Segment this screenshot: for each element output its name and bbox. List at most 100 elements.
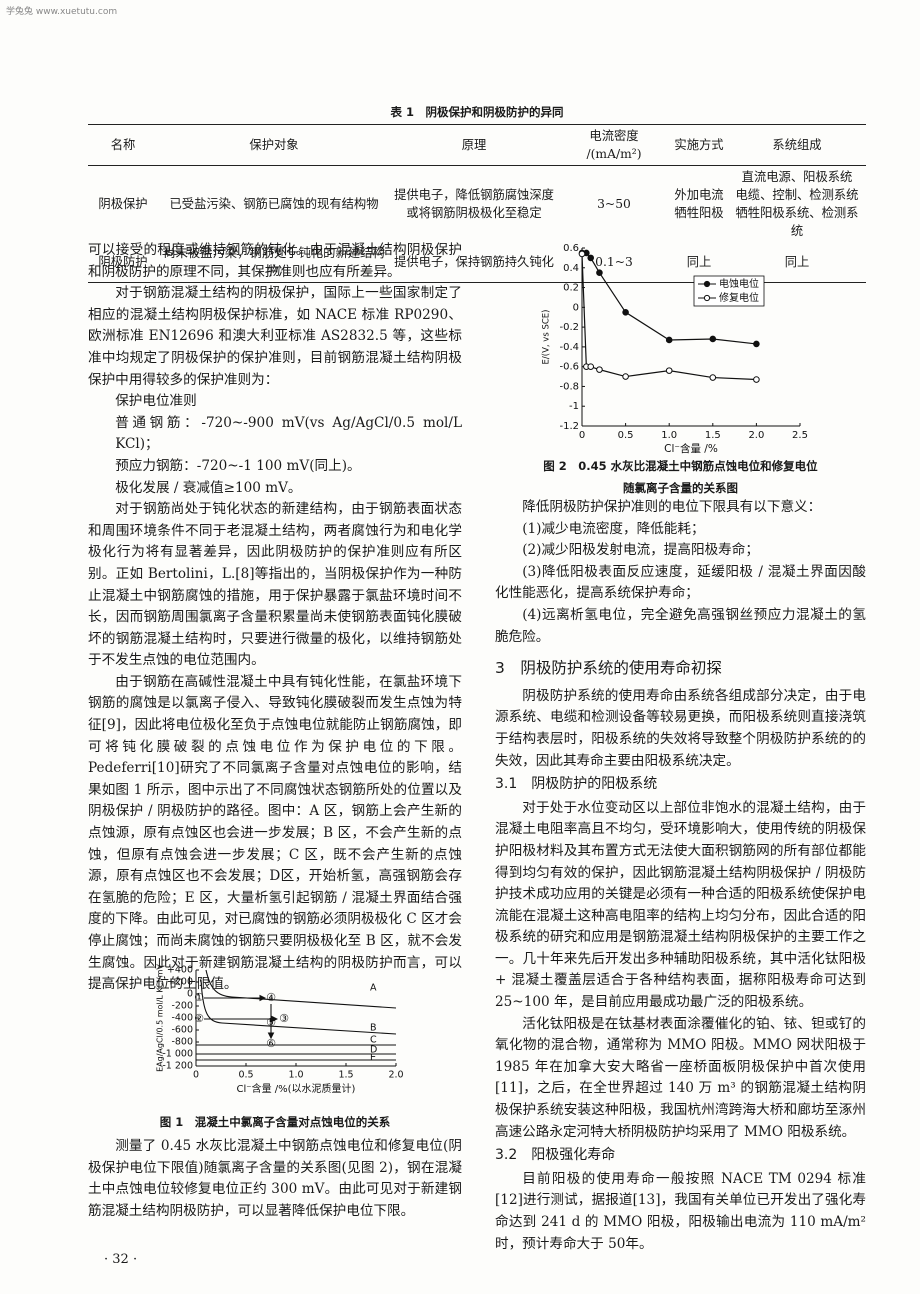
watermark: 学兔兔 www.xuetutu.com xyxy=(6,7,118,17)
table-cell: 同上 xyxy=(670,242,728,283)
y-axis-label: EAg/AgCl/0.5 mol/L KCl/mV xyxy=(156,964,165,1072)
cell-line: 3~50 xyxy=(597,197,631,211)
table-cell: 已受盐污染、钢筋已腐蚀的现有结构物 xyxy=(158,166,390,243)
region-label: B xyxy=(370,1023,377,1034)
region-label: A xyxy=(370,983,377,994)
y-tick-label: -0.8 xyxy=(559,381,579,392)
left-column: 可以接受的程度或维持钢筋的钝化。由于混凝土结构阴极保护和阴极防护的原理不同，其保… xyxy=(88,240,462,996)
cell-line: 阴极保护 xyxy=(98,197,148,211)
data-point xyxy=(578,250,586,258)
data-point xyxy=(665,336,673,344)
paragraph: 对于处于水位变动区以上部位非饱水的混凝土结构，由于混凝土电阻率高且不均匀，受环境… xyxy=(495,799,866,1011)
y-tick-label: -1.2 xyxy=(559,421,579,432)
data-point xyxy=(596,366,603,373)
cell-line: 同上 xyxy=(784,255,810,269)
cell-line: 外加电流 xyxy=(674,188,724,202)
y-tick-label: -0.6 xyxy=(559,362,579,373)
figure-caption: 图 2 0.45 水灰比混凝土中钢筋点蚀电位和修复电位 xyxy=(543,459,818,473)
x-axis-label: Cl⁻含量 /%(以水泥质量计) xyxy=(237,1082,356,1095)
legend-marker xyxy=(703,294,711,302)
x-tick-label: 0.5 xyxy=(618,430,634,441)
table-row: 阴极保护 已受盐污染、钢筋已腐蚀的现有结构物 提供电子，降低钢筋腐蚀深度 或将钢筋阴极… xyxy=(88,166,866,243)
data-point xyxy=(622,373,629,380)
x-axis-label: Cl⁻含量 /% xyxy=(664,442,718,455)
data-point xyxy=(709,374,717,381)
right-column: 降低阴极防护保护准则的电位下限具有以下意义： (1)减少电流密度，降低能耗； (… xyxy=(495,497,866,1255)
cell-line: 阴极防护 xyxy=(98,255,148,269)
path-marker: ⑤ xyxy=(266,1016,276,1029)
path-marker: ④ xyxy=(266,991,276,1004)
table-cell: 阴极保护 xyxy=(88,166,158,243)
table: 名称 保护对象 原理 电流密度 /(mA/m²) 实施方式 系统组成 阴极保护 已受盐污染、… xyxy=(88,124,866,283)
left-column-bottom: 测量了 0.45 水灰比混凝土中钢筋点蚀电位和修复电位(阴极保护电位下限值)随氯… xyxy=(88,1136,462,1222)
cell-line: 同上 xyxy=(686,255,712,269)
table-cell: 提供电子，降低钢筋腐蚀深度 或将钢筋阴极极化至稳定 xyxy=(390,166,558,243)
data-point xyxy=(587,363,595,370)
path-marker: ② xyxy=(194,1012,204,1025)
list-item: (2)减少阳极发射电流，提高阳极寿命； xyxy=(522,542,759,559)
paragraph: 测量了 0.45 水灰比混凝土中钢筋点蚀电位和修复电位(阴极保护电位下限值)随氯… xyxy=(88,1138,462,1219)
cell-line: 已受盐污染、钢筋已腐蚀的现有结构物 xyxy=(169,197,379,211)
figure-caption: 随氯离子含量的关系图 xyxy=(623,481,738,495)
paragraph: 目前阳极的使用寿命一般按照 NACE TM 0294 标准[12]进行测试，据报… xyxy=(495,1170,866,1252)
paragraph: 可以接受的程度或维持钢筋的钝化。由于混凝土结构阴极保护和阴极防护的原理不同，其保… xyxy=(88,242,462,280)
cell-line: 0.1~3 xyxy=(595,255,633,269)
paragraph: 对于钢筋尚处于钝化状态的新建结构，由于钢筋表面状态和周围环境条件不同于老混凝土结… xyxy=(88,501,462,669)
legend-label: 修复电位 xyxy=(719,291,759,304)
data-point xyxy=(709,335,717,343)
cell-line: 提供电子，保持钢筋持久钝化 xyxy=(394,255,554,269)
table-header-cell: 名称 xyxy=(110,138,136,152)
x-tick-label: 0 xyxy=(579,430,585,441)
y-tick-label: -1 000 xyxy=(162,1049,193,1060)
paragraph: 阴极防护系统的使用寿命由系统各组成部分决定，由于电源系统、电缆和检测设备等较易更… xyxy=(495,687,866,769)
y-tick-label: +400 xyxy=(167,965,193,976)
table-cell: 阴极防护 xyxy=(88,242,158,283)
path-marker: ⑥ xyxy=(266,1037,276,1050)
cell-line: 或将钢筋阴极极化至稳定 xyxy=(406,206,542,220)
y-tick-label: -1 xyxy=(569,401,579,412)
x-tick-label: 0 xyxy=(193,1070,199,1081)
criterion: 保护电位准则 xyxy=(115,393,197,410)
data-point xyxy=(665,367,673,374)
table-row: 阴极防护 尚未被盐污染，钢筋处于钝化的新建结构物 提供电子，保持钢筋持久钝化 0.1~… xyxy=(88,242,866,283)
paragraph: 由于钢筋在高碱性混凝土中具有钝化性能，在氯盐环境下钢筋的腐蚀是以氯离子侵入、导致… xyxy=(88,673,462,993)
table-title: 表 1 阴极保护和阴极防护的异同 xyxy=(390,105,564,119)
cell-line: 提供电子，降低钢筋腐蚀深度 xyxy=(394,188,554,202)
subsection-heading: 3.2 阳极强化寿命 xyxy=(495,1147,616,1164)
region-label: E xyxy=(370,1053,376,1064)
table-block: 表 1 阴极保护和阴极防护的异同 名称 保护对象 原理 电流密度 /(mA/m²) 实施… xyxy=(88,104,866,283)
series-line xyxy=(581,253,757,381)
y-axis-label: E/(V, vs SCE) xyxy=(542,310,552,365)
x-tick-label: 0.5 xyxy=(238,1070,253,1081)
list-item: (4)远离析氢电位，完全避免高强钢丝预应力混凝土的氢脆危险。 xyxy=(495,606,866,645)
table-header-cell: 系统组成 xyxy=(772,138,822,152)
y-tick-label: -600 xyxy=(171,1025,193,1036)
figure-2: 0.60.40.20-0.2-0.4-0.6-0.8-1-1.20 0.5 1.0 1… xyxy=(542,243,808,455)
table-cell: 提供电子，保持钢筋持久钝化 xyxy=(390,242,558,283)
data-point xyxy=(622,308,629,316)
legend-box xyxy=(693,275,765,307)
table-header-cell: 原理 xyxy=(461,138,487,152)
y-tick-label: 0 xyxy=(187,989,193,1000)
y-tick-label: 0 xyxy=(573,302,579,313)
y-tick-label: -800 xyxy=(171,1037,193,1048)
table-header-cell: 保护对象 xyxy=(249,138,299,152)
list-item: (1)减少电流密度，降低能耗； xyxy=(522,520,705,537)
y-tick-label: -1 200 xyxy=(162,1061,193,1072)
paragraph: 对于钢筋混凝土结构的阴极保护，国际上一些国家制定了相应的混凝土结构阴极保护标准，… xyxy=(88,285,462,388)
y-tick-label: +200 xyxy=(167,977,193,988)
table-cell: 3~50 xyxy=(558,166,670,243)
region-label: D xyxy=(370,1045,377,1056)
table-cell: 直流电源、阳极系统 电缆、控制、检测系统 牺牲阳极系统、检测系统 xyxy=(728,166,866,243)
table-cell: 0.1~3 xyxy=(558,242,670,283)
diagram-curves xyxy=(196,969,397,1061)
criterion: 普通钢筋：-720~-900 mV(vs Ag/AgCl/0.5 mol/L K… xyxy=(115,414,462,453)
paragraph: 降低阴极防护保护准则的电位下限具有以下意义： xyxy=(522,499,822,515)
table-header-cell: 实施方式 xyxy=(674,138,724,152)
page-number: · 32 · xyxy=(104,1252,138,1267)
y-tick-label: 0.2 xyxy=(563,283,579,294)
table-cell: 外加电流 牺牲阳极 xyxy=(670,166,728,243)
legend-label: 电蚀电位 xyxy=(719,277,759,290)
cell-line: 尚未被盐污染，钢筋处于钝化的新建结构物 xyxy=(163,246,385,278)
